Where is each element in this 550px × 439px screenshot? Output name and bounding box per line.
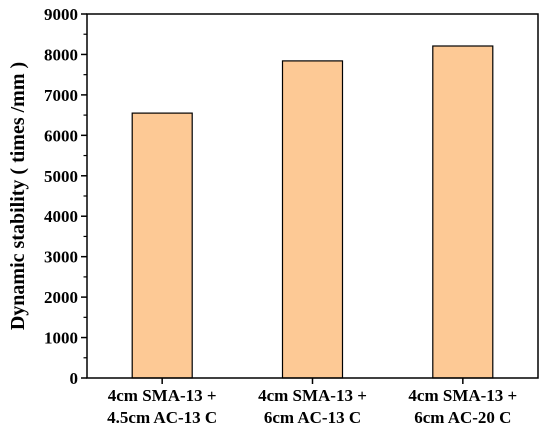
- y-tick-label: 5000: [44, 167, 78, 186]
- bar-1: [131, 112, 193, 379]
- x-tick-label: 4cm SMA-13 + 4.5cm AC-13 C: [107, 386, 217, 427]
- y-tick-label: 9000: [44, 5, 78, 24]
- x-axis-ticks: 4cm SMA-13 + 4.5cm AC-13 C 4cm SMA-13 + 6cm…: [107, 378, 517, 427]
- x-tick-label-line: 4cm SMA-13 +: [258, 386, 367, 405]
- y-tick-label: 3000: [44, 248, 78, 267]
- bars-group: [131, 45, 494, 379]
- x-tick-label-line: 6cm AC-13 C: [264, 408, 361, 427]
- x-tick-label-line: 6cm AC-20 C: [414, 408, 511, 427]
- y-tick-label: 2000: [44, 288, 78, 307]
- x-tick-label-line: 4cm SMA-13 +: [108, 386, 217, 405]
- bar-3: [432, 45, 494, 379]
- y-axis-title: Dynamic stability ( times /mm ): [7, 62, 29, 330]
- x-tick-label: 4cm SMA-13 + 6cm AC-20 C: [408, 386, 517, 427]
- y-tick-label: 6000: [44, 126, 78, 145]
- bar-2: [281, 60, 344, 379]
- y-axis-ticks: 0 1000 2000 3000 4000 5000 6000 7000 8000 9000: [44, 5, 87, 388]
- y-tick-label: 1000: [44, 329, 78, 348]
- y-tick-label: 8000: [44, 45, 78, 64]
- y-tick-label: 4000: [44, 207, 78, 226]
- x-tick-label-line: 4.5cm AC-13 C: [107, 408, 217, 427]
- y-tick-label: 0: [70, 369, 79, 388]
- x-tick-label: 4cm SMA-13 + 6cm AC-13 C: [258, 386, 367, 427]
- y-tick-label: 7000: [44, 86, 78, 105]
- x-tick-label-line: 4cm SMA-13 +: [408, 386, 517, 405]
